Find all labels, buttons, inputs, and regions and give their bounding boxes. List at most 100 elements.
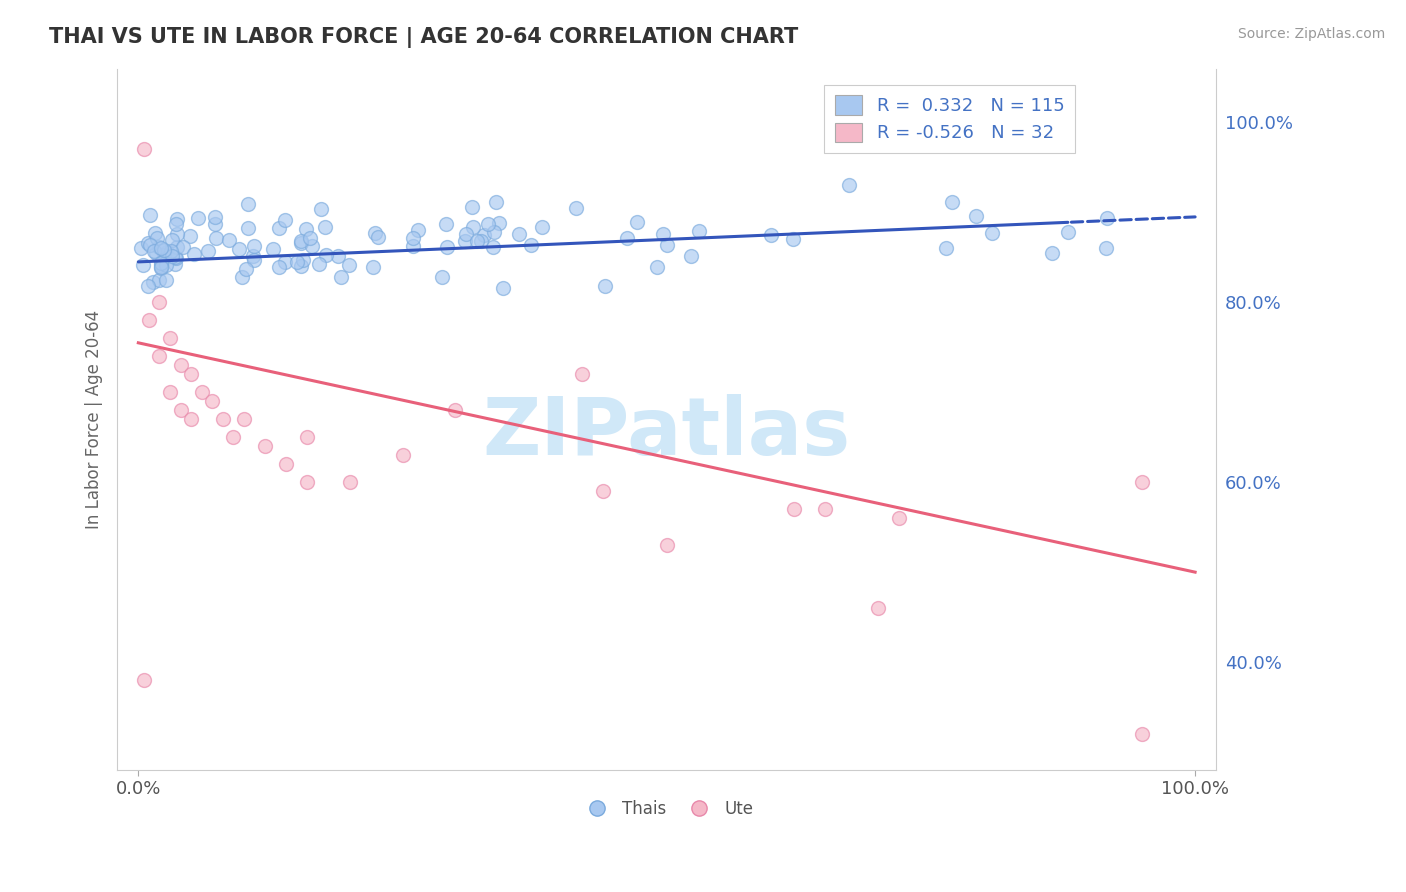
Point bbox=[204, 217, 226, 231]
Point bbox=[136, 278, 159, 293]
Point bbox=[222, 430, 245, 444]
Point bbox=[236, 197, 259, 211]
Point bbox=[782, 232, 804, 246]
Point bbox=[297, 475, 319, 490]
Point bbox=[169, 403, 191, 417]
Point bbox=[172, 240, 194, 254]
Point bbox=[146, 231, 169, 245]
Point bbox=[254, 439, 277, 453]
Point bbox=[889, 511, 911, 525]
Point bbox=[190, 385, 212, 400]
Point bbox=[868, 601, 890, 615]
Point bbox=[470, 234, 492, 248]
Point bbox=[364, 226, 387, 240]
Point bbox=[159, 331, 181, 345]
Point bbox=[276, 457, 298, 471]
Point bbox=[391, 448, 413, 462]
Point bbox=[454, 227, 477, 242]
Point bbox=[1057, 226, 1080, 240]
Point bbox=[155, 273, 177, 287]
Point bbox=[197, 244, 219, 259]
Point bbox=[1130, 727, 1153, 741]
Point bbox=[402, 239, 425, 253]
Point bbox=[406, 223, 429, 237]
Point bbox=[139, 208, 162, 222]
Point bbox=[132, 258, 155, 272]
Point bbox=[156, 245, 179, 260]
Point bbox=[651, 227, 673, 241]
Point bbox=[218, 233, 240, 247]
Point bbox=[163, 250, 186, 264]
Point bbox=[228, 242, 250, 256]
Point bbox=[308, 257, 330, 271]
Point bbox=[1130, 475, 1153, 490]
Point bbox=[688, 224, 710, 238]
Point bbox=[616, 231, 638, 245]
Point bbox=[314, 219, 336, 234]
Y-axis label: In Labor Force | Age 20-64: In Labor Force | Age 20-64 bbox=[86, 310, 103, 529]
Point bbox=[329, 269, 352, 284]
Point bbox=[326, 249, 349, 263]
Point bbox=[436, 239, 458, 253]
Point bbox=[461, 220, 484, 235]
Point bbox=[142, 275, 165, 289]
Point bbox=[152, 248, 174, 262]
Point bbox=[838, 178, 860, 193]
Point bbox=[401, 231, 423, 245]
Point bbox=[461, 200, 484, 214]
Point bbox=[148, 240, 170, 254]
Point bbox=[155, 258, 177, 272]
Point bbox=[301, 238, 323, 252]
Point bbox=[243, 253, 266, 268]
Point bbox=[657, 237, 679, 252]
Point bbox=[179, 229, 201, 244]
Point bbox=[482, 240, 505, 254]
Point bbox=[139, 238, 162, 252]
Point bbox=[212, 412, 235, 426]
Point bbox=[148, 273, 170, 287]
Point bbox=[160, 234, 183, 248]
Point bbox=[965, 209, 987, 223]
Point bbox=[235, 261, 257, 276]
Point bbox=[165, 257, 187, 271]
Point bbox=[508, 227, 530, 241]
Point bbox=[165, 252, 187, 266]
Point bbox=[465, 234, 488, 248]
Point bbox=[291, 252, 314, 267]
Point bbox=[759, 228, 782, 243]
Point bbox=[242, 249, 264, 263]
Point bbox=[205, 231, 228, 245]
Point bbox=[1094, 241, 1116, 255]
Point bbox=[337, 258, 360, 272]
Point bbox=[187, 211, 209, 226]
Point bbox=[149, 258, 172, 272]
Point bbox=[148, 295, 170, 310]
Point bbox=[136, 236, 159, 251]
Text: ZIPatlas: ZIPatlas bbox=[482, 394, 851, 472]
Point bbox=[434, 218, 457, 232]
Point bbox=[150, 260, 173, 274]
Point bbox=[571, 368, 593, 382]
Point bbox=[935, 241, 957, 255]
Point bbox=[782, 502, 804, 516]
Point bbox=[201, 394, 224, 409]
Point bbox=[485, 195, 508, 210]
Point bbox=[160, 249, 183, 263]
Point bbox=[169, 359, 191, 373]
Point bbox=[166, 227, 188, 241]
Point bbox=[233, 412, 256, 426]
Point bbox=[159, 244, 181, 258]
Point bbox=[564, 201, 586, 215]
Point bbox=[311, 202, 333, 217]
Point bbox=[274, 213, 297, 227]
Point bbox=[269, 221, 291, 235]
Point bbox=[285, 255, 308, 269]
Point bbox=[530, 220, 553, 235]
Point bbox=[290, 234, 312, 248]
Point bbox=[595, 278, 617, 293]
Point bbox=[166, 240, 188, 254]
Point bbox=[159, 385, 181, 400]
Point bbox=[138, 313, 160, 327]
Point bbox=[149, 241, 172, 255]
Point bbox=[626, 215, 648, 229]
